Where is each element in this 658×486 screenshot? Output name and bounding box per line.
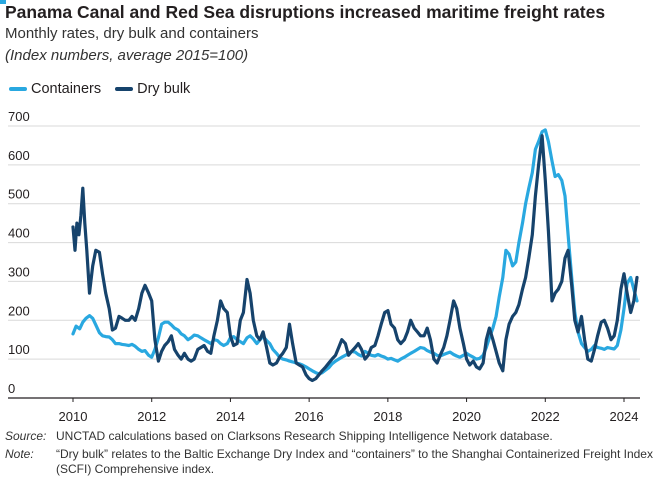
- x-tick-label: 2016: [295, 409, 324, 424]
- y-tick-label: 0: [8, 381, 15, 396]
- y-tick-label: 400: [8, 226, 30, 241]
- y-tick-label: 500: [8, 187, 30, 202]
- series-line-containers: [71, 128, 639, 376]
- note-text: “Dry bulk” relates to the Baltic Exchang…: [56, 447, 653, 476]
- y-axis: 0 100 200 300 400 500 600 700: [8, 109, 30, 396]
- chart-title: Panama Canal and Red Sea disruptions inc…: [5, 2, 606, 22]
- note-label: Note:: [5, 447, 34, 461]
- y-tick-label: 100: [8, 342, 30, 357]
- note-row: Note: “Dry bulk” relates to the Baltic E…: [5, 447, 653, 477]
- chart-subtitle: Monthly rates, dry bulk and containers: [5, 25, 259, 42]
- legend: Containers Dry bulk: [9, 81, 204, 97]
- source-label: Source:: [5, 429, 47, 443]
- legend-swatch-containers: [9, 87, 27, 91]
- x-tick-label: 2014: [216, 409, 245, 424]
- series-layer: [71, 128, 639, 383]
- accent-bar: [0, 0, 6, 4]
- chart-units: (Index numbers, average 2015=100): [5, 47, 249, 64]
- x-tick-label: 2024: [610, 409, 639, 424]
- y-tick-label: 600: [8, 148, 30, 163]
- legend-item-containers: Containers: [9, 81, 101, 97]
- legend-label-containers: Containers: [31, 81, 102, 97]
- legend-swatch-dry-bulk: [115, 87, 134, 91]
- y-tick-label: 700: [8, 109, 30, 124]
- series-line-dry-bulk: [71, 134, 639, 383]
- legend-item-dry-bulk: Dry bulk: [115, 81, 190, 97]
- legend-label-dry-bulk: Dry bulk: [137, 81, 191, 97]
- source-text: UNCTAD calculations based on Clarksons R…: [56, 429, 553, 443]
- x-tick-label: 2020: [452, 409, 481, 424]
- x-axis: 2010 2012 2014 2016 2018 2020 2022 2024: [59, 398, 639, 424]
- source-row: Source: UNCTAD calculations based on Cla…: [5, 429, 653, 444]
- y-tick-label: 300: [8, 264, 30, 279]
- x-tick-label: 2010: [59, 409, 88, 424]
- x-tick-label: 2022: [531, 409, 560, 424]
- x-tick-label: 2012: [137, 409, 166, 424]
- x-tick-label: 2018: [373, 409, 402, 424]
- notes: Source: UNCTAD calculations based on Cla…: [5, 429, 653, 480]
- y-tick-label: 200: [8, 303, 30, 318]
